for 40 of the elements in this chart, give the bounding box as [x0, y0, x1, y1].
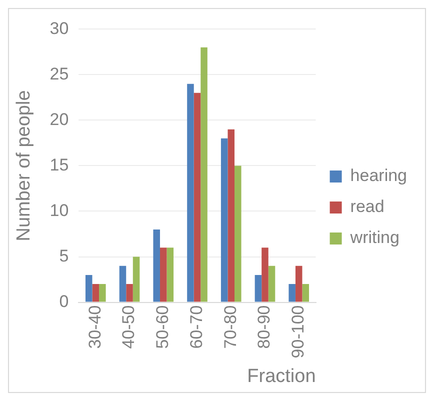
bar: [200, 47, 208, 302]
bar: [166, 248, 174, 302]
bar: [187, 84, 194, 302]
bar: [153, 229, 160, 302]
x-tick-label: 90-100: [288, 305, 308, 358]
x-tick-label: 50-60: [153, 305, 172, 349]
x-tick-label: 60-70: [186, 305, 206, 349]
y-tick-label: 10: [50, 200, 69, 220]
bar: [194, 92, 201, 302]
x-tick-label: 70-80: [220, 305, 240, 349]
y-tick-label: 0: [59, 292, 69, 311]
bar: [268, 266, 276, 302]
y-tick-label: 30: [50, 18, 69, 38]
bar: [254, 274, 262, 302]
legend-label: hearing: [350, 166, 408, 186]
bar: [288, 284, 296, 302]
x-tick-label: 30-40: [85, 305, 104, 349]
bar: [99, 284, 106, 302]
bar: [295, 266, 302, 302]
bar: [126, 284, 133, 302]
legend-label: read: [350, 197, 384, 216]
x-axis-title: Fraction: [247, 366, 316, 387]
bar: [234, 166, 242, 302]
bar: [228, 129, 235, 302]
y-tick-label: 20: [50, 110, 69, 129]
bar: [132, 256, 140, 302]
y-tick-label: 5: [59, 246, 69, 266]
x-tick-label: 80-90: [254, 305, 274, 349]
y-tick-label: 15: [50, 155, 69, 174]
y-axis-title: Number of people: [14, 90, 35, 242]
bar: [220, 138, 228, 302]
y-tick-label: 25: [50, 64, 69, 84]
bar: [119, 266, 126, 302]
legend-label: writing: [349, 228, 400, 248]
bar: [85, 274, 92, 302]
bar: [92, 284, 100, 302]
bar: [262, 248, 268, 302]
x-tick-label: 40-50: [119, 305, 138, 349]
bar: [160, 248, 167, 302]
bar: [302, 284, 310, 302]
